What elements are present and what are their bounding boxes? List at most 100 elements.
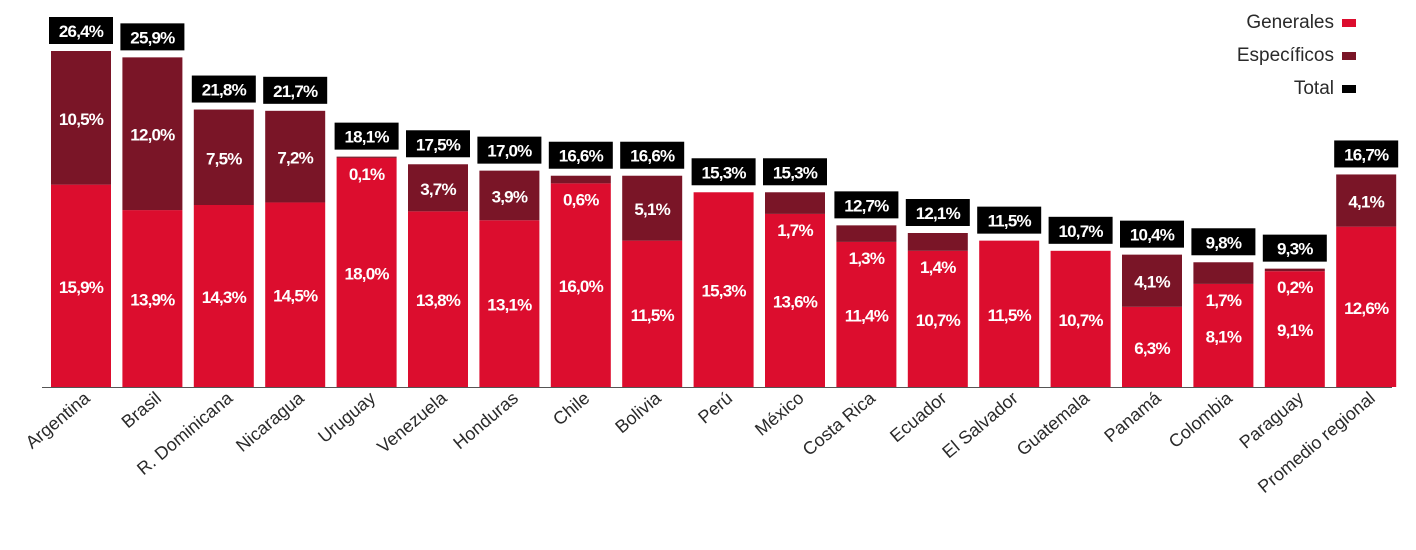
label-especificos-paraguay: 0,2%: [1277, 278, 1313, 297]
total-box-costa-rica: [834, 191, 899, 219]
label-generales-promedio-regional: 12,6%: [1344, 299, 1389, 318]
tick-label-venezuela: Venezuela: [373, 387, 451, 457]
bar-generales-venezuela: [408, 211, 468, 387]
total-box-mexico: [763, 158, 827, 186]
total-label-promedio-regional: 16,7%: [1344, 145, 1389, 164]
legend-label-total: Total: [1293, 77, 1334, 99]
total-box-peru: [691, 158, 756, 186]
bar-especificos-costa-rica: [836, 225, 897, 242]
tick-label-promedio-regional: Promedio regional: [1254, 388, 1379, 497]
total-label-brasil: 25,9%: [130, 28, 175, 47]
bar-generales-el-salvador: [979, 240, 1040, 387]
bar-especificos-colombia: [1193, 262, 1254, 284]
tick-label-ecuador: Ecuador: [886, 388, 950, 446]
total-box-panama: [1120, 220, 1184, 248]
tick-label-el-salvador: El Salvador: [938, 388, 1021, 462]
label-generales-r-dominicana: 14,3%: [202, 288, 247, 307]
bar-especificos-r-dominicana: [193, 109, 254, 205]
total-label-ecuador: 12,1%: [916, 204, 961, 223]
total-box-el-salvador: [977, 206, 1042, 234]
total-label-costa-rica: 12,7%: [844, 196, 889, 215]
label-especificos-costa-rica: 1,3%: [849, 249, 885, 268]
label-generales-chile: 16,0%: [559, 277, 604, 296]
legend-item-total: Total: [1237, 72, 1356, 105]
total-box-colombia: [1191, 228, 1256, 256]
legend-swatch-especificos: [1342, 51, 1356, 60]
tick-label-mexico: México: [751, 388, 808, 440]
bar-generales-bolivia: [622, 240, 683, 387]
bar-generales-paraguay: [1264, 271, 1325, 387]
bar-generales-colombia: [1193, 283, 1254, 387]
tick-label-panama: Panamá: [1100, 387, 1165, 446]
bar-especificos-uruguay: [336, 156, 397, 158]
label-especificos-argentina: 10,5%: [59, 110, 104, 129]
bar-especificos-brasil: [122, 57, 183, 211]
label-especificos-chile: 0,6%: [563, 190, 599, 209]
legend-item-generales: Generales: [1237, 6, 1356, 39]
total-label-r-dominicana: 21,8%: [202, 81, 247, 100]
bar-generales-promedio-regional: [1336, 226, 1397, 387]
label-especificos-panama: 4,1%: [1134, 273, 1170, 292]
bar-generales-r-dominicana: [193, 205, 254, 387]
tick-label-peru: Perú: [694, 388, 736, 428]
label-generales-brasil: 13,9%: [130, 291, 175, 310]
tick-label-uruguay: Uruguay: [314, 388, 379, 447]
tick-label-costa-rica: Costa Rica: [799, 387, 880, 460]
bar-especificos-honduras: [479, 170, 540, 221]
legend-swatch-total: [1342, 84, 1356, 93]
total-box-brasil: [120, 23, 185, 51]
legend: Generales Específicos Total: [1237, 6, 1356, 105]
total-box-ecuador: [905, 199, 970, 226]
total-label-el-salvador: 11,5%: [988, 212, 1032, 231]
label-especificos-colombia: 1,7%: [1206, 291, 1242, 310]
legend-swatch-generales: [1342, 18, 1356, 27]
total-label-peru: 15,3%: [701, 163, 746, 182]
total-box-uruguay: [334, 122, 399, 150]
bar-especificos-nicaragua: [265, 110, 326, 203]
bar-generales-chile: [550, 183, 611, 387]
total-label-colombia: 9,8%: [1206, 233, 1242, 252]
bar-especificos-panama: [1122, 254, 1182, 307]
tick-label-brasil: Brasil: [118, 388, 165, 432]
legend-label-generales: Generales: [1246, 11, 1334, 33]
label-generales-bolivia: 11,5%: [631, 306, 675, 325]
bar-especificos-mexico: [765, 192, 825, 214]
label-generales-argentina: 15,9%: [59, 278, 104, 297]
bar-especificos-paraguay: [1264, 268, 1325, 272]
total-box-promedio-regional: [1334, 140, 1399, 168]
bar-generales-uruguay: [336, 157, 397, 387]
label-generales-nicaragua: 14,5%: [273, 287, 318, 306]
label-especificos-brasil: 12,0%: [130, 126, 175, 145]
legend-label-especificos: Específicos: [1236, 44, 1334, 66]
label-generales-colombia: 8,1%: [1206, 327, 1242, 346]
total-box-venezuela: [406, 130, 470, 158]
bar-generales-peru: [693, 192, 754, 387]
bar-especificos-ecuador: [907, 233, 968, 251]
total-label-honduras: 17,0%: [487, 142, 532, 161]
total-box-paraguay: [1262, 234, 1327, 262]
label-generales-ecuador: 10,7%: [916, 311, 961, 330]
total-label-bolivia: 16,6%: [630, 147, 675, 166]
label-especificos-venezuela: 3,7%: [420, 180, 456, 199]
bar-generales-argentina: [51, 184, 111, 387]
label-especificos-bolivia: 5,1%: [634, 200, 670, 219]
bar-generales-honduras: [479, 220, 540, 387]
label-especificos-uruguay: 0,1%: [349, 165, 385, 184]
total-box-r-dominicana: [191, 75, 256, 103]
total-label-argentina: 26,4%: [59, 22, 104, 41]
total-box-bolivia: [620, 141, 685, 169]
total-box-nicaragua: [263, 76, 328, 104]
label-especificos-nicaragua: 7,2%: [277, 149, 313, 168]
label-generales-panama: 6,3%: [1134, 339, 1170, 358]
total-label-mexico: 15,3%: [773, 163, 818, 182]
total-label-panama: 10,4%: [1130, 226, 1175, 245]
label-especificos-promedio-regional: 4,1%: [1348, 193, 1384, 212]
total-label-venezuela: 17,5%: [416, 135, 461, 154]
bar-especificos-venezuela: [408, 164, 468, 212]
label-especificos-honduras: 3,9%: [492, 187, 528, 206]
label-generales-costa-rica: 11,4%: [845, 306, 889, 325]
total-label-paraguay: 9,3%: [1277, 240, 1313, 259]
total-box-argentina: [49, 17, 113, 44]
tick-label-honduras: Honduras: [449, 388, 522, 453]
